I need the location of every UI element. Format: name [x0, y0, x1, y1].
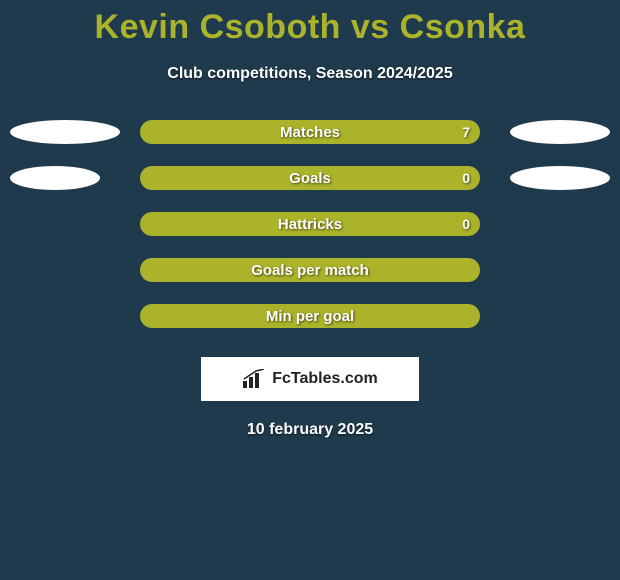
left-ellipse — [10, 120, 120, 144]
logo-text: FcTables.com — [272, 370, 378, 388]
stat-label: Matches — [280, 124, 340, 141]
right-ellipse — [510, 166, 610, 190]
stat-label: Goals — [289, 170, 331, 187]
left-ellipse — [10, 166, 100, 190]
stat-value: 0 — [462, 170, 470, 186]
stat-bar: Hattricks 0 — [140, 212, 480, 236]
chart-area: Matches 7 Goals 0 Hattricks 0 Goals per match M… — [0, 109, 620, 339]
stat-value: 0 — [462, 216, 470, 232]
stat-row: Goals per match — [10, 247, 610, 293]
stat-label: Goals per match — [251, 262, 369, 279]
right-ellipse — [510, 120, 610, 144]
stat-bar: Goals 0 — [140, 166, 480, 190]
stat-bar: Matches 7 — [140, 120, 480, 144]
stat-label: Min per goal — [266, 308, 354, 325]
stat-row: Goals 0 — [10, 155, 610, 201]
stat-row: Matches 7 — [10, 109, 610, 155]
stat-row: Min per goal — [10, 293, 610, 339]
stat-bar: Min per goal — [140, 304, 480, 328]
container: Kevin Csoboth vs Csonka Club competition… — [0, 0, 620, 580]
logo-box: FcTables.com — [201, 357, 419, 401]
chart-icon — [242, 369, 266, 389]
stat-bar: Goals per match — [140, 258, 480, 282]
stat-label: Hattricks — [278, 216, 342, 233]
stat-row: Hattricks 0 — [10, 201, 610, 247]
footer-date: 10 february 2025 — [0, 421, 620, 439]
page-title: Kevin Csoboth vs Csonka — [0, 0, 620, 47]
page-subtitle: Club competitions, Season 2024/2025 — [0, 65, 620, 83]
stat-value: 7 — [462, 124, 470, 140]
